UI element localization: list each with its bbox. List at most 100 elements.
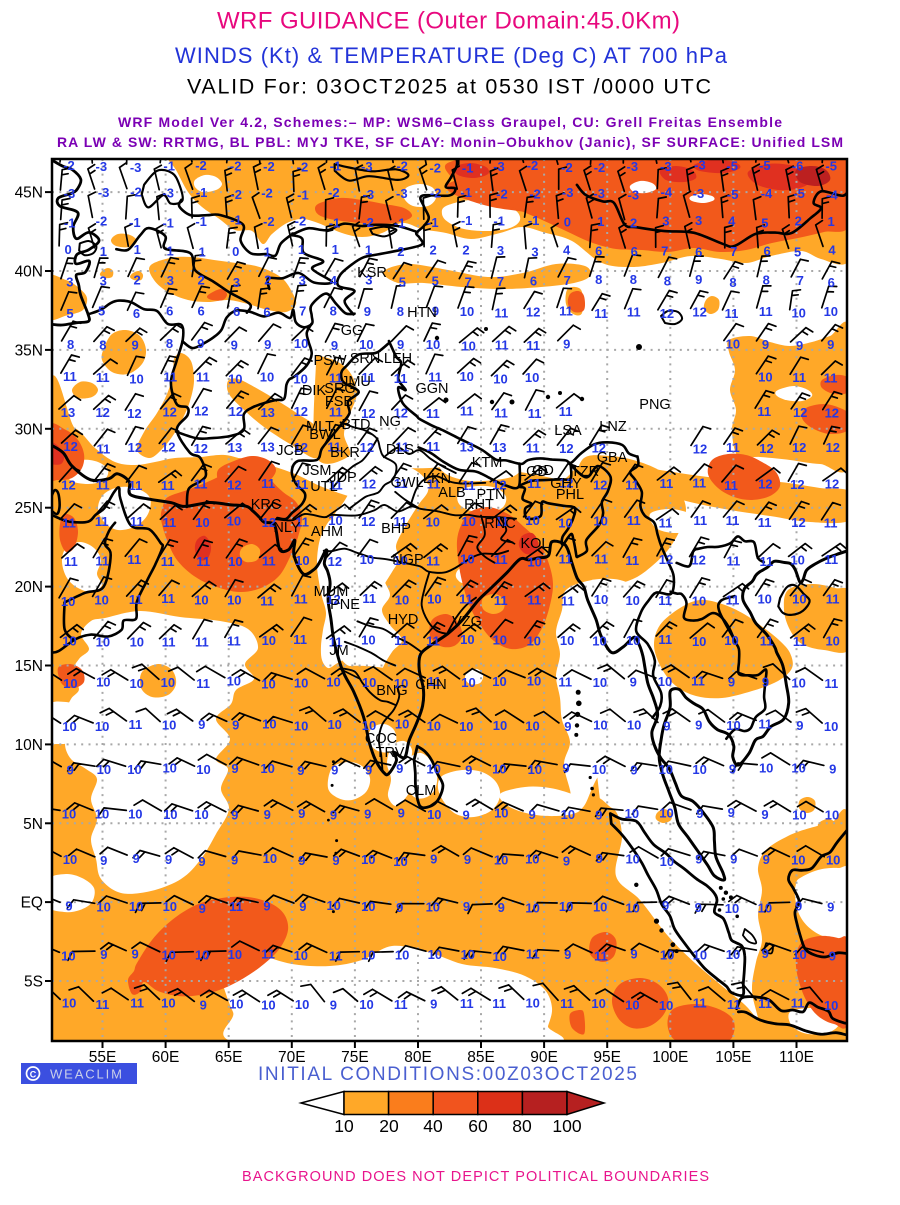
svg-text:10: 10: [726, 337, 740, 352]
svg-text:9: 9: [762, 946, 769, 961]
svg-text:-3: -3: [593, 186, 605, 201]
svg-text:11: 11: [129, 717, 143, 732]
svg-text:10: 10: [361, 852, 375, 867]
svg-text:8: 8: [630, 272, 637, 287]
svg-text:-3: -3: [562, 185, 574, 200]
svg-text:10: 10: [460, 552, 474, 567]
svg-text:2: 2: [429, 243, 436, 258]
svg-text:11: 11: [329, 634, 343, 649]
svg-text:GWL: GWL: [390, 475, 423, 491]
svg-text:-6: -6: [792, 159, 804, 174]
svg-text:DIK: DIK: [302, 383, 327, 399]
svg-text:-1: -1: [394, 216, 406, 231]
svg-text:11: 11: [460, 404, 474, 419]
svg-text:10: 10: [195, 948, 209, 963]
svg-text:SRG: SRG: [324, 381, 355, 397]
svg-text:6: 6: [828, 275, 835, 290]
svg-text:10: 10: [625, 806, 639, 821]
svg-text:11: 11: [726, 513, 740, 528]
svg-text:11: 11: [329, 478, 343, 493]
svg-text:-2: -2: [496, 187, 508, 202]
svg-text:-1: -1: [230, 213, 242, 228]
svg-text:9: 9: [231, 853, 238, 868]
svg-text:10: 10: [460, 632, 474, 647]
svg-text:8: 8: [763, 273, 770, 288]
svg-text:-1: -1: [330, 158, 342, 173]
svg-text:10: 10: [527, 554, 541, 569]
svg-text:11: 11: [362, 591, 376, 606]
svg-text:6: 6: [133, 306, 140, 321]
svg-text:9: 9: [200, 997, 207, 1012]
svg-text:5N: 5N: [23, 816, 43, 833]
svg-text:4: 4: [330, 273, 338, 288]
svg-text:11: 11: [426, 406, 440, 421]
svg-text:10: 10: [294, 336, 308, 351]
svg-text:11: 11: [791, 995, 805, 1010]
svg-text:10: 10: [326, 898, 340, 913]
svg-text:11: 11: [394, 514, 408, 529]
svg-text:10: 10: [327, 717, 341, 732]
svg-text:12: 12: [262, 515, 276, 530]
svg-text:10: 10: [625, 998, 639, 1013]
svg-text:10: 10: [591, 996, 605, 1011]
svg-text:11: 11: [560, 996, 574, 1011]
svg-text:10: 10: [461, 514, 475, 529]
svg-text:12: 12: [526, 304, 540, 319]
svg-text:9: 9: [65, 898, 72, 913]
svg-text:11: 11: [293, 632, 307, 647]
svg-text:11: 11: [394, 476, 408, 491]
svg-text:9: 9: [396, 761, 403, 776]
svg-text:12: 12: [63, 439, 77, 454]
svg-text:PSW: PSW: [313, 353, 346, 369]
svg-text:-1: -1: [528, 213, 540, 228]
svg-text:12: 12: [326, 592, 340, 607]
svg-text:3: 3: [100, 273, 107, 288]
svg-text:9: 9: [829, 761, 836, 776]
svg-text:NG: NG: [379, 414, 401, 430]
svg-text:KSR: KSR: [357, 265, 387, 281]
svg-text:60: 60: [468, 1116, 488, 1136]
svg-text:9: 9: [528, 807, 535, 822]
svg-text:12: 12: [294, 404, 308, 419]
svg-text:10: 10: [362, 675, 376, 690]
svg-text:9: 9: [330, 808, 337, 823]
svg-text:10: 10: [724, 633, 738, 648]
svg-text:3: 3: [233, 275, 240, 290]
svg-text:10: 10: [692, 593, 706, 608]
svg-text:75E: 75E: [341, 1049, 369, 1066]
svg-text:EQ: EQ: [21, 895, 43, 912]
svg-text:9: 9: [728, 805, 735, 820]
svg-text:11: 11: [658, 593, 672, 608]
svg-text:30N: 30N: [15, 421, 43, 438]
svg-text:3: 3: [365, 273, 372, 288]
svg-text:10: 10: [61, 948, 75, 963]
svg-text:10: 10: [461, 947, 475, 962]
svg-text:9: 9: [465, 762, 472, 777]
svg-text:12: 12: [660, 306, 674, 321]
svg-text:10: 10: [63, 676, 77, 691]
svg-text:10: 10: [426, 515, 440, 530]
svg-text:11: 11: [594, 949, 608, 964]
svg-text:9: 9: [67, 763, 74, 778]
svg-text:9: 9: [364, 807, 371, 822]
svg-text:11: 11: [161, 554, 175, 569]
svg-text:9: 9: [796, 338, 803, 353]
svg-text:1: 1: [365, 242, 372, 257]
svg-text:-3: -3: [361, 159, 373, 174]
svg-text:RNC: RNC: [484, 516, 515, 532]
svg-text:7: 7: [797, 273, 804, 288]
svg-text:4: 4: [828, 242, 836, 257]
svg-text:11: 11: [495, 514, 509, 529]
svg-text:100: 100: [552, 1116, 581, 1136]
svg-text:5: 5: [794, 244, 801, 259]
svg-text:9: 9: [132, 851, 139, 866]
svg-text:11: 11: [462, 478, 476, 493]
svg-text:10N: 10N: [15, 737, 43, 754]
svg-text:9: 9: [695, 900, 702, 915]
svg-text:9: 9: [100, 853, 107, 868]
svg-text:11: 11: [161, 591, 175, 606]
svg-text:GD: GD: [532, 463, 554, 479]
svg-text:10: 10: [427, 718, 441, 733]
svg-text:100E: 100E: [652, 1049, 688, 1066]
svg-text:10: 10: [791, 761, 805, 776]
